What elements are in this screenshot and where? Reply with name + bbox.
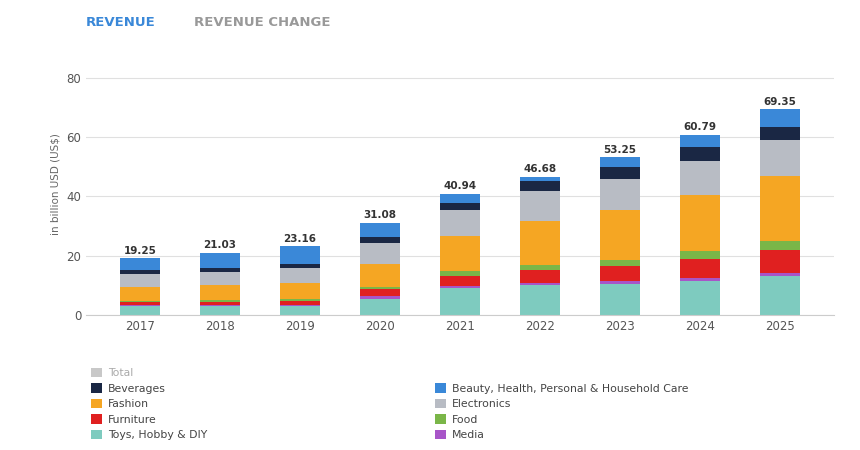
Bar xyxy=(360,243,400,264)
Bar xyxy=(120,258,160,270)
Bar xyxy=(600,284,640,315)
Bar xyxy=(200,268,240,272)
Bar xyxy=(760,250,800,274)
Bar xyxy=(680,251,720,259)
Bar xyxy=(360,264,400,288)
Bar xyxy=(760,126,800,140)
Text: 69.35: 69.35 xyxy=(764,97,796,107)
Bar xyxy=(440,271,480,275)
Bar xyxy=(200,306,240,315)
Bar xyxy=(600,210,640,260)
Bar xyxy=(520,176,560,180)
Bar xyxy=(360,223,400,237)
Text: 60.79: 60.79 xyxy=(684,122,716,132)
Bar xyxy=(360,289,400,296)
Bar xyxy=(200,300,240,302)
Text: 19.25: 19.25 xyxy=(124,246,157,256)
Bar xyxy=(600,157,640,166)
Bar xyxy=(440,203,480,210)
Bar xyxy=(280,264,320,268)
Bar xyxy=(600,179,640,210)
Text: REVENUE CHANGE: REVENUE CHANGE xyxy=(194,16,330,29)
Bar xyxy=(440,288,480,315)
Bar xyxy=(600,166,640,179)
Bar xyxy=(200,252,240,268)
Bar xyxy=(440,275,480,286)
Bar xyxy=(680,161,720,195)
Bar xyxy=(280,246,320,264)
Bar xyxy=(120,274,160,288)
Bar xyxy=(200,302,240,305)
Bar xyxy=(680,278,720,281)
Bar xyxy=(680,195,720,251)
Bar xyxy=(200,305,240,306)
Bar xyxy=(200,285,240,300)
Bar xyxy=(520,191,560,220)
Bar xyxy=(440,210,480,235)
Bar xyxy=(200,272,240,285)
Text: 31.08: 31.08 xyxy=(364,211,396,220)
Bar xyxy=(760,140,800,176)
Text: 21.03: 21.03 xyxy=(204,240,237,250)
Legend: Beauty, Health, Personal & Household Care, Electronics, Food, Media: Beauty, Health, Personal & Household Car… xyxy=(435,383,688,440)
Bar xyxy=(520,265,560,270)
Bar xyxy=(520,180,560,191)
Bar xyxy=(280,268,320,283)
Bar xyxy=(440,194,480,203)
Bar xyxy=(520,285,560,315)
Text: 46.68: 46.68 xyxy=(524,164,556,174)
Bar xyxy=(280,305,320,306)
Legend: Total, Beverages, Fashion, Furniture, Toys, Hobby & DIY: Total, Beverages, Fashion, Furniture, To… xyxy=(91,368,207,440)
Bar xyxy=(440,235,480,271)
Bar xyxy=(360,237,400,243)
Bar xyxy=(120,306,160,315)
Bar xyxy=(280,301,320,305)
Bar xyxy=(120,288,160,301)
Bar xyxy=(120,302,160,305)
Bar xyxy=(600,260,640,266)
Bar xyxy=(760,176,800,241)
Bar xyxy=(680,148,720,161)
Bar xyxy=(760,276,800,315)
Bar xyxy=(520,220,560,265)
Bar xyxy=(520,270,560,283)
Bar xyxy=(520,283,560,285)
Bar xyxy=(680,135,720,148)
Bar xyxy=(120,301,160,302)
Bar xyxy=(360,299,400,315)
Bar xyxy=(280,299,320,301)
Bar xyxy=(600,266,640,281)
Y-axis label: in billion USD (US$): in billion USD (US$) xyxy=(51,134,61,235)
Bar xyxy=(760,274,800,276)
Text: 40.94: 40.94 xyxy=(444,181,476,191)
Text: 53.25: 53.25 xyxy=(604,145,636,155)
Bar xyxy=(360,296,400,299)
Bar xyxy=(760,241,800,250)
Bar xyxy=(280,283,320,299)
Bar xyxy=(600,281,640,284)
Bar xyxy=(120,305,160,306)
Bar xyxy=(680,281,720,315)
Bar xyxy=(680,259,720,278)
Bar xyxy=(360,288,400,289)
Bar xyxy=(760,109,800,126)
Text: REVENUE: REVENUE xyxy=(86,16,156,29)
Bar xyxy=(440,286,480,288)
Bar xyxy=(120,270,160,274)
Bar xyxy=(280,306,320,315)
Text: 23.16: 23.16 xyxy=(284,234,316,244)
